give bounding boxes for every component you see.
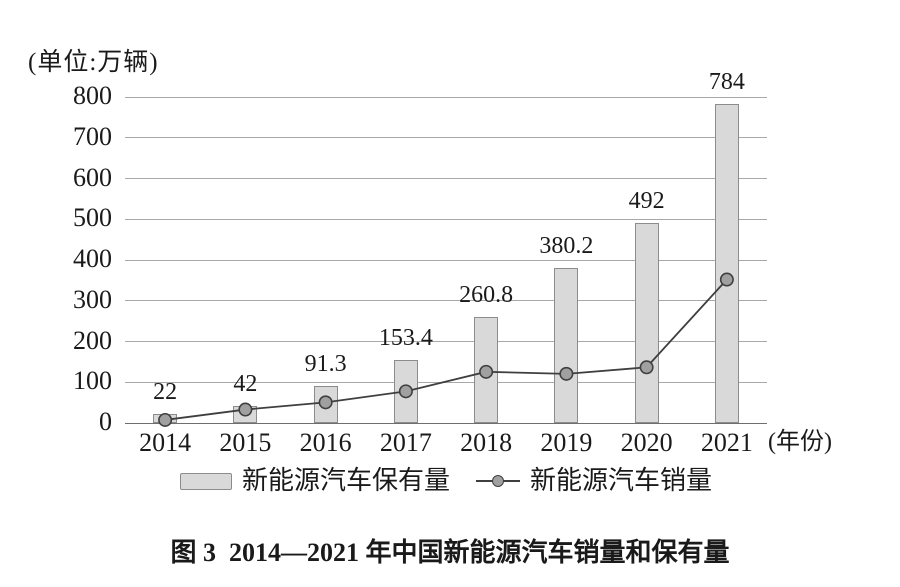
sales-marker-2015	[238, 402, 253, 417]
legend-item-sales: 新能源汽车销量	[476, 466, 712, 496]
bar-2018	[474, 316, 499, 423]
y-tick-200: 200	[73, 325, 112, 355]
x-tick-2017: 2017	[379, 428, 432, 457]
gridline-500	[125, 218, 767, 220]
sales-marker-2016	[318, 395, 333, 410]
y-tick-0: 0	[99, 407, 112, 436]
bar-value-label-2014: 22	[153, 379, 178, 406]
bar-value-label-2019: 380.2	[539, 233, 594, 260]
x-tick-2015: 2015	[219, 428, 272, 457]
bar-value-label-2020: 492	[628, 187, 665, 214]
gridline-600	[125, 178, 767, 179]
x-tick-2020: 2020	[620, 428, 673, 457]
legend: 新能源汽车保有量 新能源汽车销量	[125, 466, 767, 496]
x-tick-2016: 2016	[299, 428, 352, 457]
x-tick-2019: 2019	[540, 428, 593, 457]
sales-marker-2019	[559, 366, 574, 381]
sales-marker-2017	[398, 384, 413, 399]
bar-series-swatch-icon	[179, 472, 232, 490]
gridline-800	[125, 96, 767, 98]
bar-value-label-2015: 42	[233, 370, 258, 397]
sales-marker-2021	[719, 272, 734, 287]
sales-marker-2018	[479, 364, 494, 379]
bar-2021	[714, 103, 739, 423]
gridline-200	[125, 341, 767, 342]
gridline-400	[125, 259, 767, 261]
x-axis-unit-label: (年份)	[768, 429, 832, 455]
y-tick-800: 800	[73, 81, 112, 110]
legend-item-ownership: 新能源汽车保有量	[179, 466, 450, 496]
x-tick-2018: 2018	[460, 428, 513, 457]
figure-caption: 图 3 2014—2021 年中国新能源汽车销量和保有量	[170, 538, 730, 567]
sales-marker-2020	[639, 360, 654, 375]
bar-value-label-2017: 153.4	[378, 325, 433, 352]
bar-value-label-2016: 91.3	[304, 350, 347, 377]
bar-value-label-2021: 784	[708, 68, 745, 95]
sales-marker-2014	[158, 412, 173, 427]
x-tick-2021: 2021	[700, 428, 753, 457]
y-tick-600: 600	[73, 162, 112, 192]
y-tick-300: 300	[73, 284, 112, 314]
bar-2020	[634, 222, 659, 423]
legend-label-sales: 新能源汽车销量	[530, 466, 713, 495]
legend-line-marker-icon	[492, 475, 504, 487]
bar-value-label-2018: 260.8	[459, 281, 514, 308]
gridline-700	[125, 137, 767, 139]
y-tick-100: 100	[73, 366, 112, 396]
y-axis-unit-label: (单位:万辆)	[28, 49, 159, 76]
bar-2019	[554, 268, 579, 423]
x-tick-2014: 2014	[139, 428, 192, 457]
sales-line	[165, 278, 728, 421]
legend-label-ownership: 新能源汽车保有量	[241, 466, 450, 495]
x-axis-line	[125, 422, 767, 424]
y-tick-400: 400	[73, 244, 112, 273]
line-series-swatch-icon	[476, 474, 520, 488]
gridline-300	[125, 300, 767, 302]
y-tick-500: 500	[73, 203, 112, 233]
y-tick-700: 700	[73, 121, 112, 151]
